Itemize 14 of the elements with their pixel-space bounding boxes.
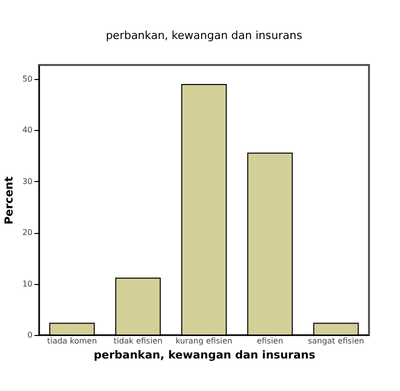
chart-title: perbankan, kewangan dan insurans [106, 29, 302, 42]
x-tick-label: sangat efisien [308, 336, 364, 346]
x-tick-label: kurang efisien [176, 336, 232, 346]
y-tick-label: 20 [22, 228, 32, 238]
x-tick-label: tiada komen [47, 336, 97, 346]
x-tick-label: efisien [256, 336, 284, 346]
y-tick-label: 30 [22, 176, 32, 186]
y-tick-label: 10 [22, 279, 32, 288]
y-tick-label: 50 [22, 74, 32, 84]
x-axis-title: perbankan, kewangan dan insurans [94, 348, 316, 362]
y-tick-label: 40 [22, 126, 32, 135]
y-tick-label: 0 [27, 330, 32, 340]
y-axis-title: Percent [2, 176, 16, 225]
x-tick-label: tidak efisien [114, 336, 162, 346]
